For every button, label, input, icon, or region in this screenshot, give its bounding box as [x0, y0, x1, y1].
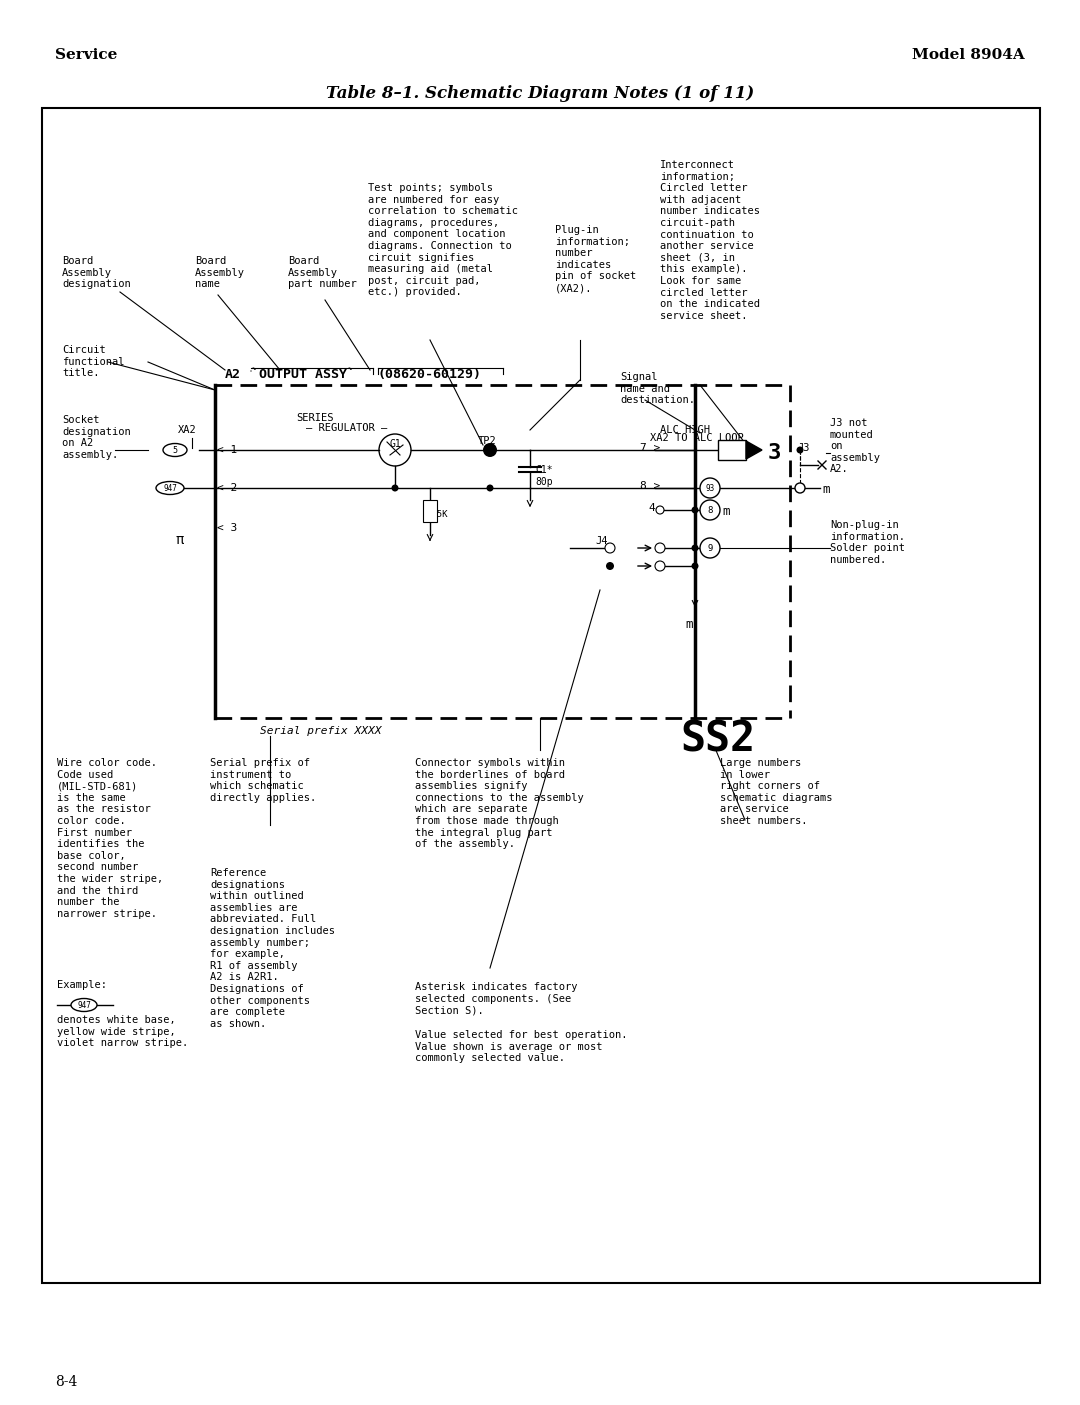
Text: Serial prefix XXXX: Serial prefix XXXX — [260, 726, 381, 736]
Text: 7 >: 7 > — [640, 443, 660, 452]
Circle shape — [486, 485, 494, 492]
Text: m: m — [723, 504, 729, 518]
Circle shape — [656, 506, 664, 514]
FancyBboxPatch shape — [718, 440, 746, 459]
Text: Reference
designations
within outlined
assemblies are
abbreviated. Full
designat: Reference designations within outlined a… — [210, 868, 335, 1028]
Text: XA2 TO ALC LOOP: XA2 TO ALC LOOP — [650, 433, 744, 443]
FancyBboxPatch shape — [42, 108, 1040, 1283]
Text: Plug-in
information;
number
indicates
pin of socket
(XA2).: Plug-in information; number indicates pi… — [555, 225, 636, 294]
Text: Board
Assembly
designation: Board Assembly designation — [62, 256, 131, 289]
Text: Non-plug-in
information.
Solder point
numbered.: Non-plug-in information. Solder point nu… — [831, 520, 905, 565]
Text: C1*
80p: C1* 80p — [535, 465, 553, 486]
Text: SERIES: SERIES — [296, 413, 334, 423]
Text: Large numbers
in lower
right corners of
schematic diagrams
are service
sheet num: Large numbers in lower right corners of … — [720, 759, 833, 826]
Text: 947: 947 — [163, 483, 177, 493]
Text: J4: J4 — [595, 535, 607, 547]
Text: 4: 4 — [648, 503, 654, 513]
Text: Socket
designation
on A2
assembly.: Socket designation on A2 assembly. — [62, 414, 131, 459]
Circle shape — [483, 443, 497, 457]
Text: denotes white base,
yellow wide stripe,
violet narrow stripe.: denotes white base, yellow wide stripe, … — [57, 1014, 188, 1048]
Ellipse shape — [163, 444, 187, 457]
Text: m: m — [685, 618, 692, 631]
Text: Asterisk indicates factory
selected components. (See
Section S).: Asterisk indicates factory selected comp… — [415, 982, 578, 1016]
Text: (08620-60129): (08620-60129) — [378, 368, 482, 381]
Text: Signal
name and
destination.: Signal name and destination. — [620, 372, 696, 405]
Text: 5: 5 — [173, 445, 177, 454]
Text: Circuit
functional
title.: Circuit functional title. — [62, 346, 124, 378]
Text: Interconnect
information;
Circled letter
with adjacent
number indicates
circuit-: Interconnect information; Circled letter… — [660, 160, 760, 320]
Polygon shape — [746, 441, 762, 459]
Ellipse shape — [71, 999, 97, 1012]
Circle shape — [796, 447, 804, 454]
Text: XA2: XA2 — [178, 424, 197, 436]
Text: Wire color code.
Code used
(MIL-STD-681)
is the same
as the resistor
color code.: Wire color code. Code used (MIL-STD-681)… — [57, 759, 163, 919]
Text: 3: 3 — [768, 443, 781, 464]
Text: < 1: < 1 — [217, 445, 238, 455]
Ellipse shape — [156, 482, 184, 495]
Text: < 2: < 2 — [217, 483, 238, 493]
Text: 93: 93 — [705, 483, 715, 493]
Text: `OUTPUT ASSY`: `OUTPUT ASSY` — [251, 368, 355, 381]
Text: — REGULATOR —: — REGULATOR — — [306, 423, 388, 433]
Text: Table 8–1. Schematic Diagram Notes (1 of 11): Table 8–1. Schematic Diagram Notes (1 of… — [326, 84, 754, 103]
Text: TP2: TP2 — [478, 436, 497, 445]
Circle shape — [605, 542, 615, 554]
Circle shape — [795, 483, 805, 493]
Circle shape — [654, 542, 665, 554]
Text: 9: 9 — [707, 544, 713, 552]
Circle shape — [700, 500, 720, 520]
Text: ALC HIGH: ALC HIGH — [660, 424, 710, 436]
Text: Model 8904A: Model 8904A — [913, 48, 1025, 62]
Circle shape — [606, 562, 615, 570]
Text: 8: 8 — [707, 506, 713, 514]
Text: Example:: Example: — [57, 981, 107, 991]
Text: Service: Service — [55, 48, 118, 62]
Text: Connector symbols within
the borderlines of board
assemblies signify
connections: Connector symbols within the borderlines… — [415, 759, 584, 849]
Text: < 3: < 3 — [217, 523, 238, 532]
Text: J3: J3 — [797, 443, 810, 452]
Text: R1
2.5K: R1 2.5K — [426, 500, 447, 520]
Circle shape — [654, 561, 665, 570]
Text: J3 not
mounted
on
assembly
A2.: J3 not mounted on assembly A2. — [831, 419, 880, 475]
Text: 8 >: 8 > — [640, 481, 660, 490]
Circle shape — [700, 478, 720, 497]
Text: Value selected for best operation.
Value shown is average or most
commonly selec: Value selected for best operation. Value… — [415, 1030, 627, 1064]
Text: m: m — [822, 483, 829, 496]
Text: π: π — [175, 532, 184, 547]
Text: A2: A2 — [225, 368, 241, 381]
Text: SS2: SS2 — [680, 718, 755, 760]
Text: Board
Assembly
name: Board Assembly name — [195, 256, 245, 289]
Text: Test points; symbols
are numbered for easy
correlation to schematic
diagrams, pr: Test points; symbols are numbered for ea… — [368, 183, 518, 298]
Circle shape — [691, 545, 699, 552]
FancyBboxPatch shape — [423, 500, 437, 523]
Text: 8-4: 8-4 — [55, 1375, 78, 1390]
Text: E: E — [728, 443, 737, 457]
Text: 947: 947 — [77, 1000, 91, 1010]
Circle shape — [391, 485, 399, 492]
Text: G1: G1 — [389, 438, 401, 450]
Circle shape — [691, 562, 699, 569]
Circle shape — [691, 506, 699, 513]
Circle shape — [700, 538, 720, 558]
Text: Board
Assembly
part number: Board Assembly part number — [288, 256, 356, 289]
Text: Serial prefix of
instrument to
which schematic
directly applies.: Serial prefix of instrument to which sch… — [210, 759, 316, 802]
